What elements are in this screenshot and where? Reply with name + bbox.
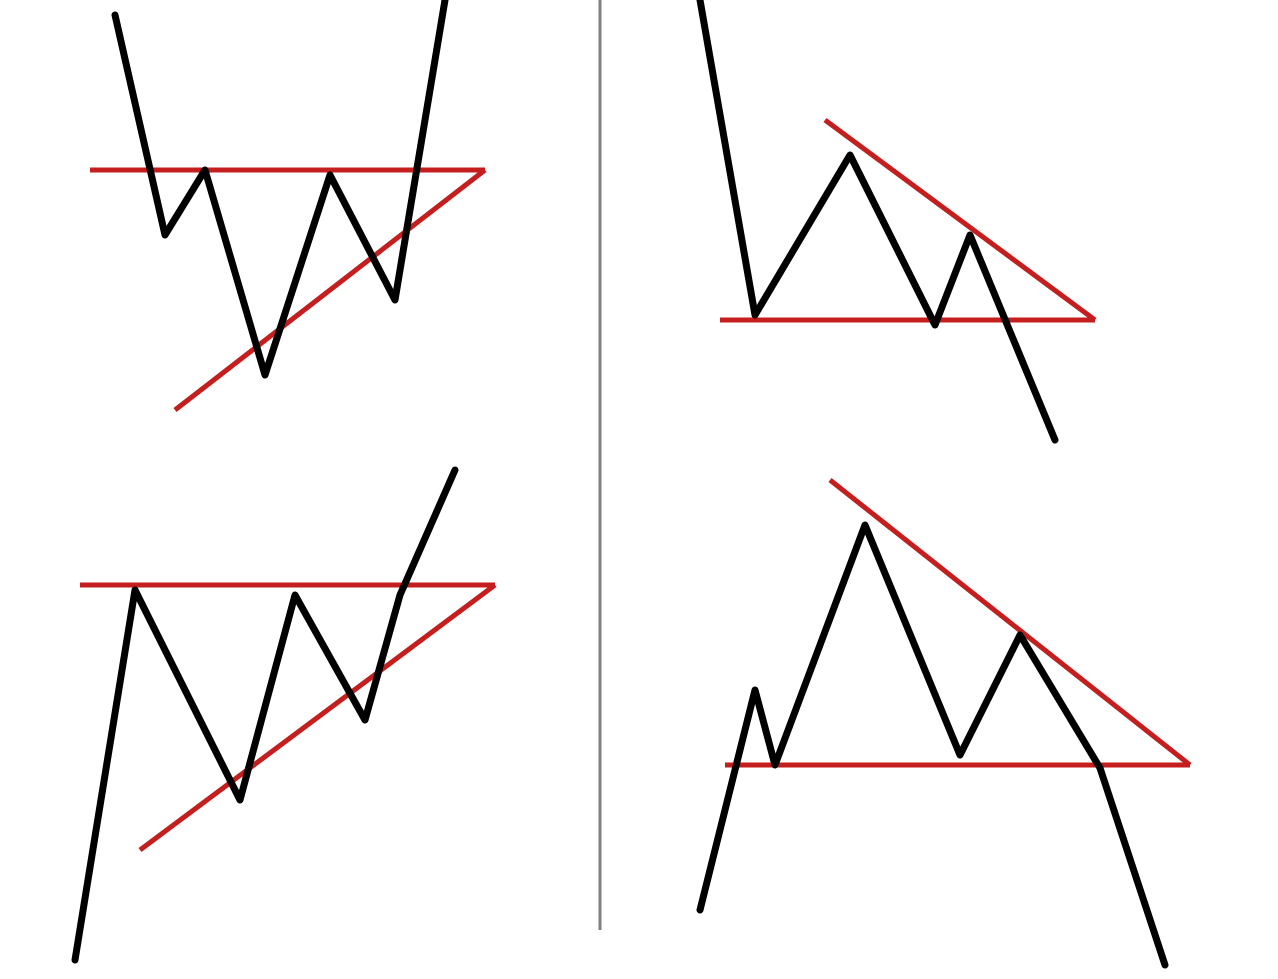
- ascending-triangle-after-downtrend: [90, 0, 485, 410]
- descending-triangle-after-uptrend-trendline-1: [830, 480, 1190, 765]
- descending-triangle-after-uptrend: [700, 480, 1190, 965]
- ascending-triangle-after-uptrend-trendline-1: [140, 585, 495, 850]
- descending-triangle-after-downtrend: [700, 0, 1095, 440]
- ascending-triangle-after-uptrend: [75, 470, 495, 960]
- chart-patterns-diagram: [0, 0, 1278, 979]
- ascending-triangle-after-uptrend-price-line: [75, 470, 455, 960]
- descending-triangle-after-downtrend-trendline-1: [825, 120, 1095, 320]
- descending-triangle-after-downtrend-price-line: [700, 0, 1055, 440]
- descending-triangle-after-uptrend-price-line: [700, 525, 1165, 965]
- ascending-triangle-after-downtrend-trendline-1: [175, 170, 485, 410]
- ascending-triangle-after-downtrend-price-line: [115, 0, 445, 375]
